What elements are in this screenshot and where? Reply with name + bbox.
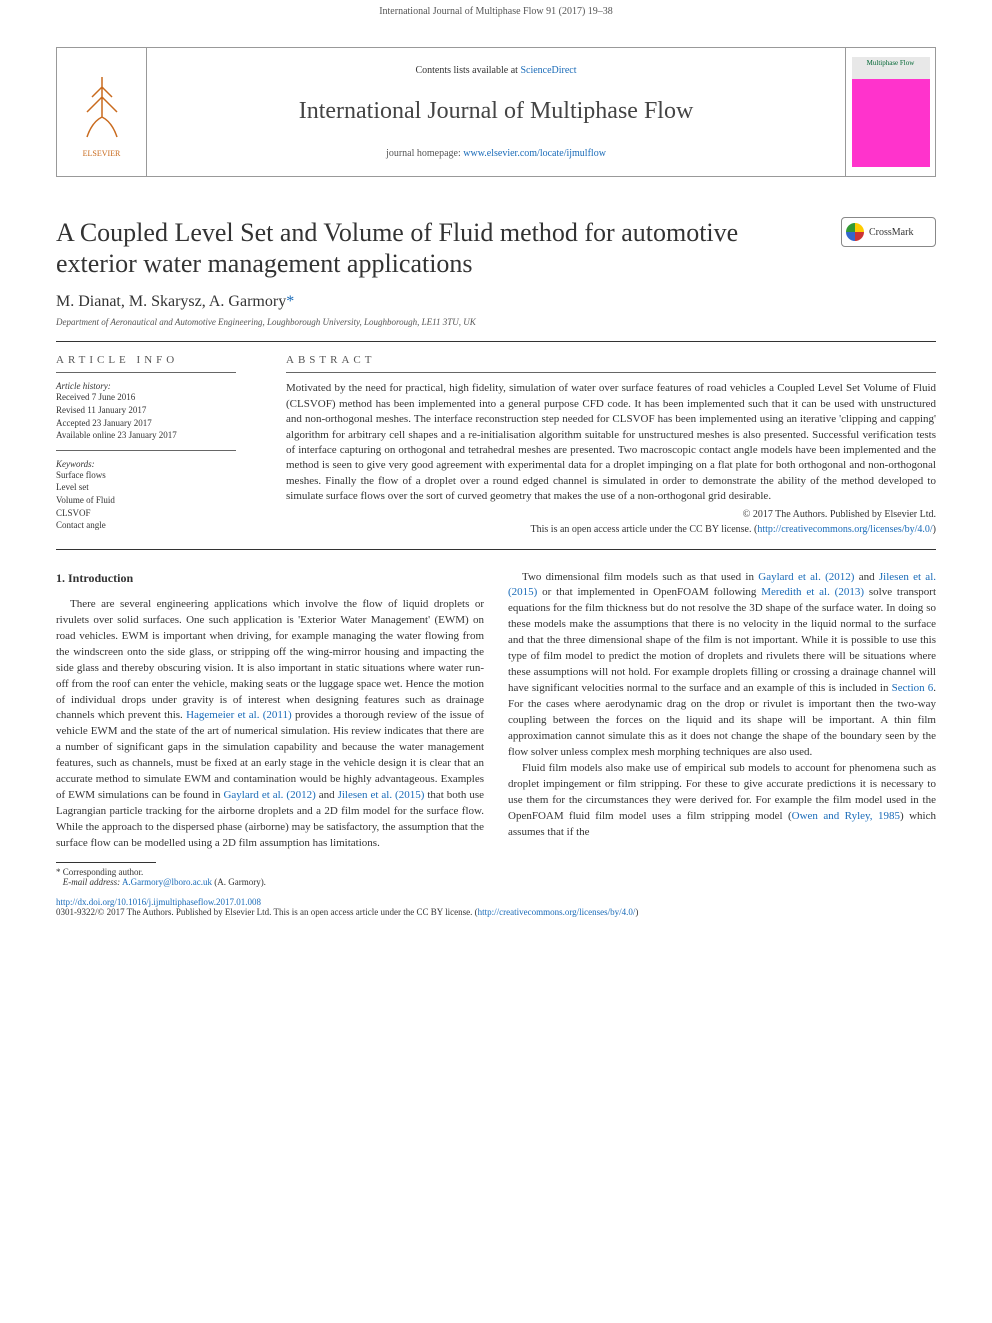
keyword: Contact angle	[56, 519, 256, 532]
corresponding-author-footer: * Corresponding author. E-mail address: …	[56, 862, 936, 887]
sciencedirect-link[interactable]: ScienceDirect	[520, 65, 576, 76]
cc-license-link[interactable]: http://creativecommons.org/licenses/by/4…	[757, 524, 932, 535]
elsevier-logo-text: ELSEVIER	[72, 67, 132, 158]
citation-link[interactable]: Hagemeier et al. (2011)	[186, 709, 292, 721]
thin-divider	[56, 450, 236, 451]
journal-name: International Journal of Multiphase Flow	[299, 98, 694, 125]
divider	[56, 549, 936, 550]
footnote-rule	[56, 862, 156, 863]
journal-homepage-link[interactable]: www.elsevier.com/locate/ijmulflow	[463, 148, 606, 159]
journal-header: ELSEVIER Contents lists available at Sci…	[56, 47, 936, 177]
history-label: Article history:	[56, 381, 256, 391]
corresponding-marker: *	[286, 293, 294, 310]
crossmark-label: CrossMark	[869, 227, 913, 238]
homepage-line: journal homepage: www.elsevier.com/locat…	[386, 148, 606, 159]
keyword: CLSVOF	[56, 507, 256, 520]
citation-link[interactable]: Gaylard et al. (2012)	[223, 789, 315, 801]
cc-license-link-footer[interactable]: http://creativecommons.org/licenses/by/4…	[478, 907, 636, 917]
header-center: Contents lists available at ScienceDirec…	[147, 48, 845, 176]
copyright-line-1: © 2017 The Authors. Published by Elsevie…	[286, 509, 936, 520]
history-received: Received 7 June 2016	[56, 391, 256, 404]
thin-divider	[56, 372, 236, 373]
doi-footer: http://dx.doi.org/10.1016/j.ijmultiphase…	[56, 897, 936, 917]
history-accepted: Accepted 23 January 2017	[56, 417, 256, 430]
copyright-line-2: This is an open access article under the…	[286, 524, 936, 535]
body-paragraph: There are several engineering applicatio…	[56, 597, 484, 852]
keyword: Level set	[56, 481, 256, 494]
citation-link[interactable]: Owen and Ryley, 1985	[792, 810, 900, 822]
history-revised: Revised 11 January 2017	[56, 404, 256, 417]
divider	[56, 341, 936, 342]
body-paragraph: Fluid film models also make use of empir…	[508, 761, 936, 841]
keyword: Surface flows	[56, 469, 256, 482]
history-online: Available online 23 January 2017	[56, 429, 256, 442]
email-link[interactable]: A.Garmory@lboro.ac.uk	[122, 877, 212, 887]
email-line: E-mail address: A.Garmory@lboro.ac.uk (A…	[56, 877, 936, 887]
crossmark-badge[interactable]: CrossMark	[841, 217, 936, 247]
article-info-header: article info	[56, 354, 256, 366]
introduction-heading: 1. Introduction	[56, 570, 484, 587]
doi-link[interactable]: http://dx.doi.org/10.1016/j.ijmultiphase…	[56, 897, 261, 907]
authors-line: M. Dianat, M. Skarysz, A. Garmory*	[56, 293, 936, 311]
citation-link[interactable]: Gaylard et al. (2012)	[758, 571, 854, 583]
body-text: 1. Introduction There are several engine…	[56, 570, 936, 852]
keywords-label: Keywords:	[56, 459, 256, 469]
article-info-column: article info Article history: Received 7…	[56, 354, 256, 534]
abstract-text: Motivated by the need for practical, hig…	[286, 381, 936, 504]
affiliation: Department of Aeronautical and Automotiv…	[56, 317, 936, 327]
body-paragraph: Two dimensional film models such as that…	[508, 570, 936, 761]
contents-line: Contents lists available at ScienceDirec…	[415, 65, 576, 76]
thin-divider	[286, 372, 936, 373]
section-link[interactable]: Section 6	[892, 682, 934, 694]
cover-thumbnail: Multiphase Flow	[852, 57, 930, 167]
journal-id-line: International Journal of Multiphase Flow…	[56, 6, 936, 17]
crossmark-icon	[846, 223, 864, 241]
citation-link[interactable]: Meredith et al. (2013)	[761, 586, 864, 598]
elsevier-logo[interactable]: ELSEVIER	[57, 48, 147, 176]
keyword: Volume of Fluid	[56, 494, 256, 507]
article-title: A Coupled Level Set and Volume of Fluid …	[56, 217, 806, 279]
citation-link[interactable]: Jilesen et al. (2015)	[338, 789, 425, 801]
abstract-header: abstract	[286, 354, 936, 366]
corresponding-label: * Corresponding author.	[56, 867, 936, 877]
abstract-column: abstract Motivated by the need for pract…	[286, 354, 936, 534]
journal-cover: Multiphase Flow	[845, 48, 935, 176]
